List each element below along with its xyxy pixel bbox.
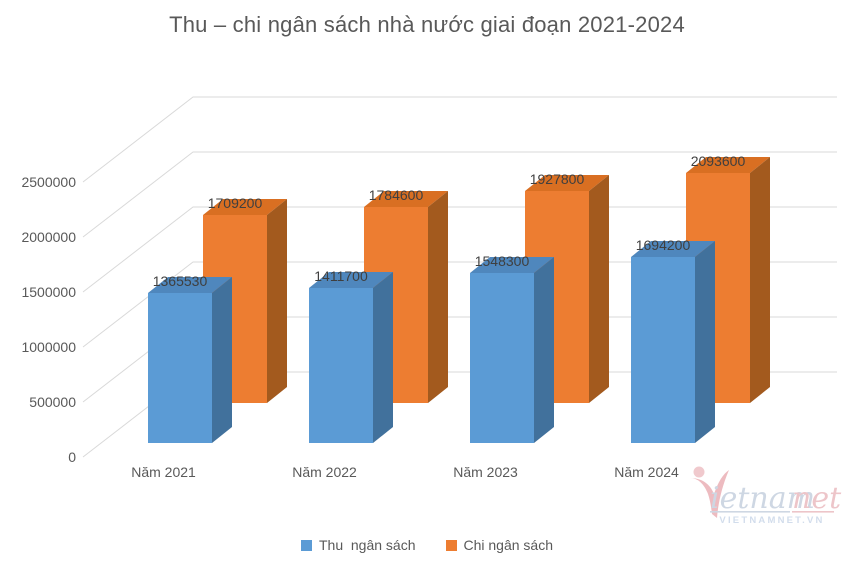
legend-item-chi: Chi ngân sách <box>445 537 554 553</box>
y-axis-tick-label: 2500000 <box>21 174 76 190</box>
bar-side-thu-3 <box>695 241 715 443</box>
x-axis-category-label: Năm 2024 <box>614 464 679 480</box>
bar-side-chi-1 <box>428 191 448 403</box>
bar-side-thu-0 <box>212 277 232 443</box>
bar-front-thu-1 <box>309 288 373 443</box>
bar-front-thu-0 <box>148 293 212 443</box>
y-axis-tick-label: 1500000 <box>21 284 76 300</box>
watermark-brand-right: net <box>792 481 842 516</box>
bar-top-thu-2 <box>470 257 554 273</box>
watermark-brand-left: ietnam <box>710 481 815 516</box>
bar-top-thu-3 <box>631 241 715 257</box>
bar-side-thu-1 <box>373 272 393 443</box>
y-axis-tick-label: 0 <box>68 449 76 465</box>
legend: Thu ngân sách Chi ngân sách <box>0 537 854 553</box>
bar-top-chi-2 <box>525 175 609 191</box>
chart-title: Thu – chi ngân sách nhà nước giai đoạn 2… <box>169 12 685 37</box>
bar-top-chi-1 <box>364 191 448 207</box>
data-label: 1365530 <box>153 273 208 289</box>
data-label: 1784600 <box>369 187 424 203</box>
gridline <box>82 151 837 238</box>
data-label: 1411700 <box>314 268 368 284</box>
data-label: 2093600 <box>691 153 746 169</box>
watermark-dot-icon <box>693 466 705 478</box>
bar-side-thu-2 <box>534 257 554 443</box>
bar-top-thu-0 <box>148 277 232 293</box>
legend-swatch-chi-icon <box>445 539 457 551</box>
data-label: 1927800 <box>530 171 585 187</box>
gridline <box>82 96 837 183</box>
gridline <box>82 261 837 348</box>
watermark-caption: VIETNAMNET.VN <box>719 515 824 526</box>
watermark-underline-right <box>792 511 834 513</box>
watermark: ietnam net VIETNAMNET.VN <box>690 466 842 526</box>
y-axis-tick-label: 500000 <box>29 394 76 410</box>
data-label: 1694200 <box>636 237 691 253</box>
bar-side-chi-2 <box>589 175 609 403</box>
y-axis-tick-label: 2000000 <box>21 229 76 245</box>
watermark-v-swoosh-icon <box>690 470 729 518</box>
bar-top-chi-0 <box>203 199 287 215</box>
bar-top-thu-1 <box>309 272 393 288</box>
gridline <box>82 206 837 293</box>
data-label: 1709200 <box>208 195 263 211</box>
bar-side-chi-0 <box>267 199 287 403</box>
watermark-underline-left <box>710 511 790 513</box>
legend-swatch-thu-icon <box>300 539 312 551</box>
data-label: 1548300 <box>475 253 530 269</box>
legend-label-thu: Thu ngân sách <box>318 537 416 553</box>
legend-item-thu: Thu ngân sách <box>300 537 416 553</box>
y-axis-tick-label: 1000000 <box>21 339 76 355</box>
legend-label-chi: Chi ngân sách <box>463 537 554 553</box>
bar-front-thu-2 <box>470 273 534 443</box>
x-axis-category-label: Năm 2022 <box>292 464 357 480</box>
bar-top-chi-3 <box>686 157 770 173</box>
bar-front-thu-3 <box>631 257 695 443</box>
x-axis-category-label: Năm 2023 <box>453 464 518 480</box>
x-axis-category-label: Năm 2021 <box>131 464 196 480</box>
bar-side-chi-3 <box>750 157 770 403</box>
